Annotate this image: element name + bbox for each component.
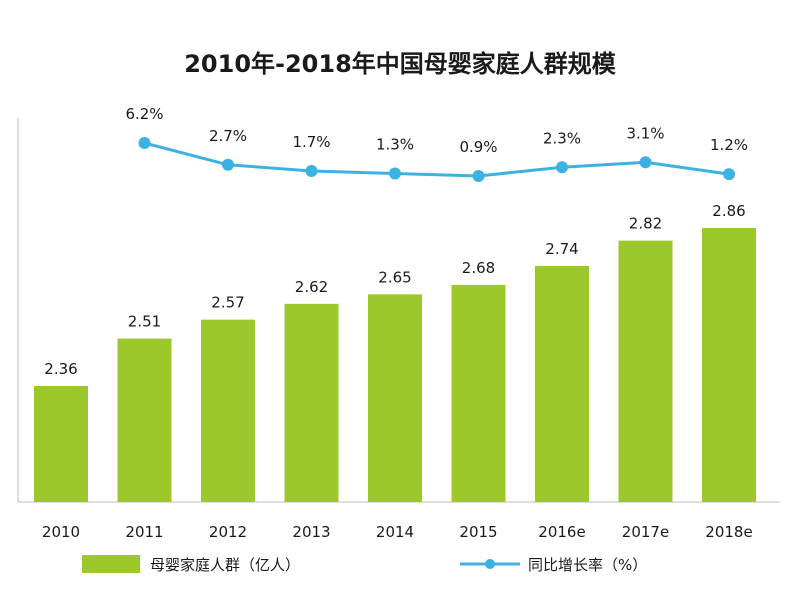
bar-label-2011: 2.51 [128,313,161,331]
x-tick-2012: 2012 [209,523,247,541]
x-tick-2010: 2010 [42,523,80,541]
bar-label-2014: 2.65 [378,268,411,286]
chart-title: 2010年-2018年中国母婴家庭人群规模 [184,50,617,78]
line-label-2015: 0.9% [459,138,497,156]
bar-label-2016e: 2.74 [545,240,578,258]
legend-label-line: 同比增长率（%） [528,556,647,574]
bar-2014 [368,294,422,502]
growth-rate-line [144,141,730,178]
x-tick-labels: 2010 2011 2012 2013 2014 2015 2016e 2017e 2018e [42,523,753,541]
line-point-2011 [138,137,151,149]
bar-2018e [702,228,756,502]
line-point-2015 [472,170,485,182]
x-tick-2013: 2013 [292,523,330,541]
bar-label-2015: 2.68 [462,259,495,277]
line-point-2016e [556,161,568,174]
x-tick-2017e: 2017e [622,523,669,541]
x-tick-2011: 2011 [125,523,163,541]
bar-label-2010: 2.36 [44,360,77,378]
bar-label-2018e: 2.86 [712,202,745,220]
line-point-2012 [222,158,234,171]
x-tick-2015: 2015 [459,523,497,541]
bar-2010 [34,386,88,502]
bar-2011 [117,338,172,502]
x-tick-2018e: 2018e [705,523,752,541]
line-point-2014 [389,167,401,180]
bar-2015 [451,284,506,502]
bar-2012 [201,319,255,502]
line-point-2013 [305,165,318,178]
bar-2013 [284,303,339,502]
bar-label-2012: 2.57 [211,294,244,312]
legend-swatch-marker [485,559,495,569]
line-label-2013: 1.7% [292,133,330,151]
line-label-2017e: 3.1% [626,124,664,142]
line-label-2016e: 2.3% [543,129,581,147]
line-label-2011: 6.2% [125,105,163,123]
x-tick-2014: 2014 [376,523,414,541]
line-label-2014: 1.3% [376,136,414,154]
bar-2017e [618,240,673,502]
bar-2016e [535,265,589,502]
line-point-2018e [723,168,735,181]
bars-layer: 2.36 2.51 2.57 2.62 2.65 2.68 2.74 2.82 2.86 [34,202,756,502]
legend-swatch-bar [82,555,140,573]
x-tick-2016e: 2016e [538,523,585,541]
line-label-2012: 2.7% [209,127,247,145]
line-layer: 6.2% 2.7% 1.7% 1.3% 0.9% 2.3% 3.1% 1.2% [125,105,748,182]
line-label-2018e: 1.2% [710,136,748,154]
legend: 母婴家庭人群（亿人） 同比增长率（%） [82,555,647,574]
bar-label-2017e: 2.82 [629,215,662,233]
legend-label-bar: 母婴家庭人群（亿人） [150,556,300,574]
bar-label-2013: 2.62 [295,278,328,296]
line-point-2017e [639,156,652,169]
